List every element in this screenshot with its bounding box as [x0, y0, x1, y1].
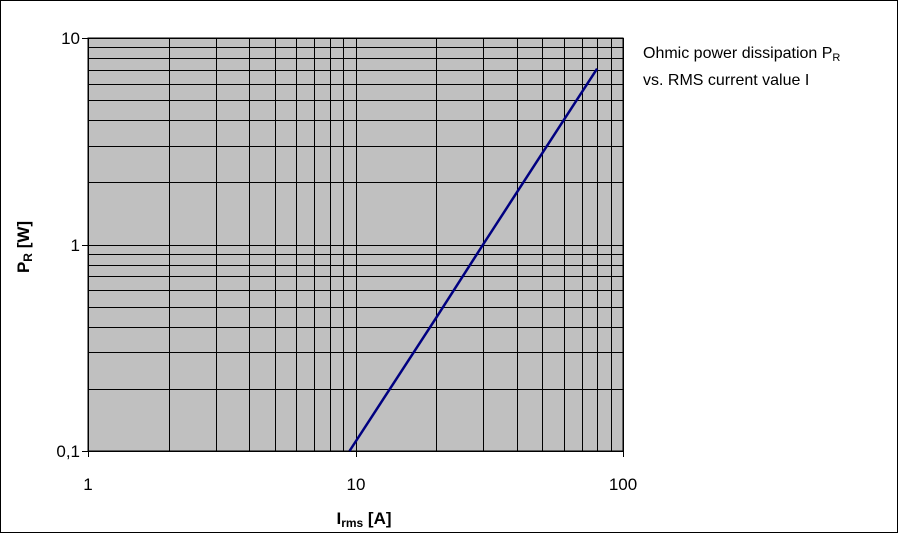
grid-lines [82, 38, 624, 457]
plot-area [87, 37, 624, 452]
x-axis-title-sub: rms [341, 516, 363, 530]
x-axis-title: Irms [A] [336, 509, 391, 530]
y-axis-title-sub: R [21, 253, 35, 262]
legend-line-2: vs. RMS current value I [643, 72, 809, 89]
x-tick-label-middle: 10 [347, 475, 366, 494]
legend-line-1: Ohmic power dissipation PR [643, 45, 840, 64]
y-tick-label-top: 10 [61, 29, 80, 48]
series-line-0 [348, 68, 599, 452]
y-axis-title: PR [W] [14, 221, 35, 273]
x-axis-title-main: I [336, 509, 341, 528]
legend-line-1-main: Ohmic power dissipation P [643, 45, 832, 62]
x-tick-label-left: 1 [83, 475, 92, 494]
y-axis-title-main: P [14, 262, 33, 273]
series-layer [348, 68, 599, 452]
y-tick-label-bottom: 0,1 [56, 442, 80, 461]
x-tick-label-right: 100 [609, 475, 637, 494]
y-tick-label-middle: 1 [71, 236, 80, 255]
y-axis-title-rest: [W] [14, 221, 33, 253]
legend-line-1-sub: R [832, 52, 840, 64]
x-axis-title-rest: [A] [363, 509, 391, 528]
